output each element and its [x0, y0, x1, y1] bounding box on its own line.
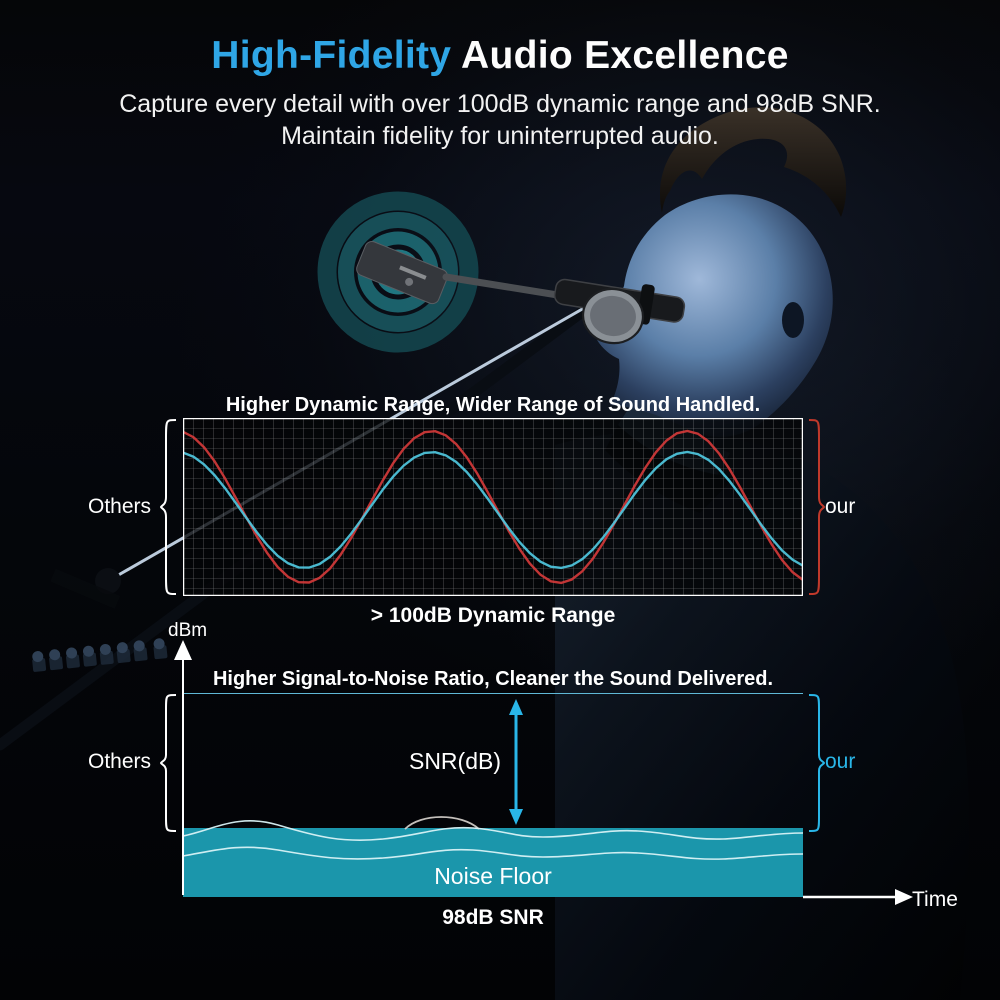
- svg-text:Noise Floor: Noise Floor: [434, 863, 552, 889]
- svg-text:SNR(dB): SNR(dB): [409, 748, 501, 774]
